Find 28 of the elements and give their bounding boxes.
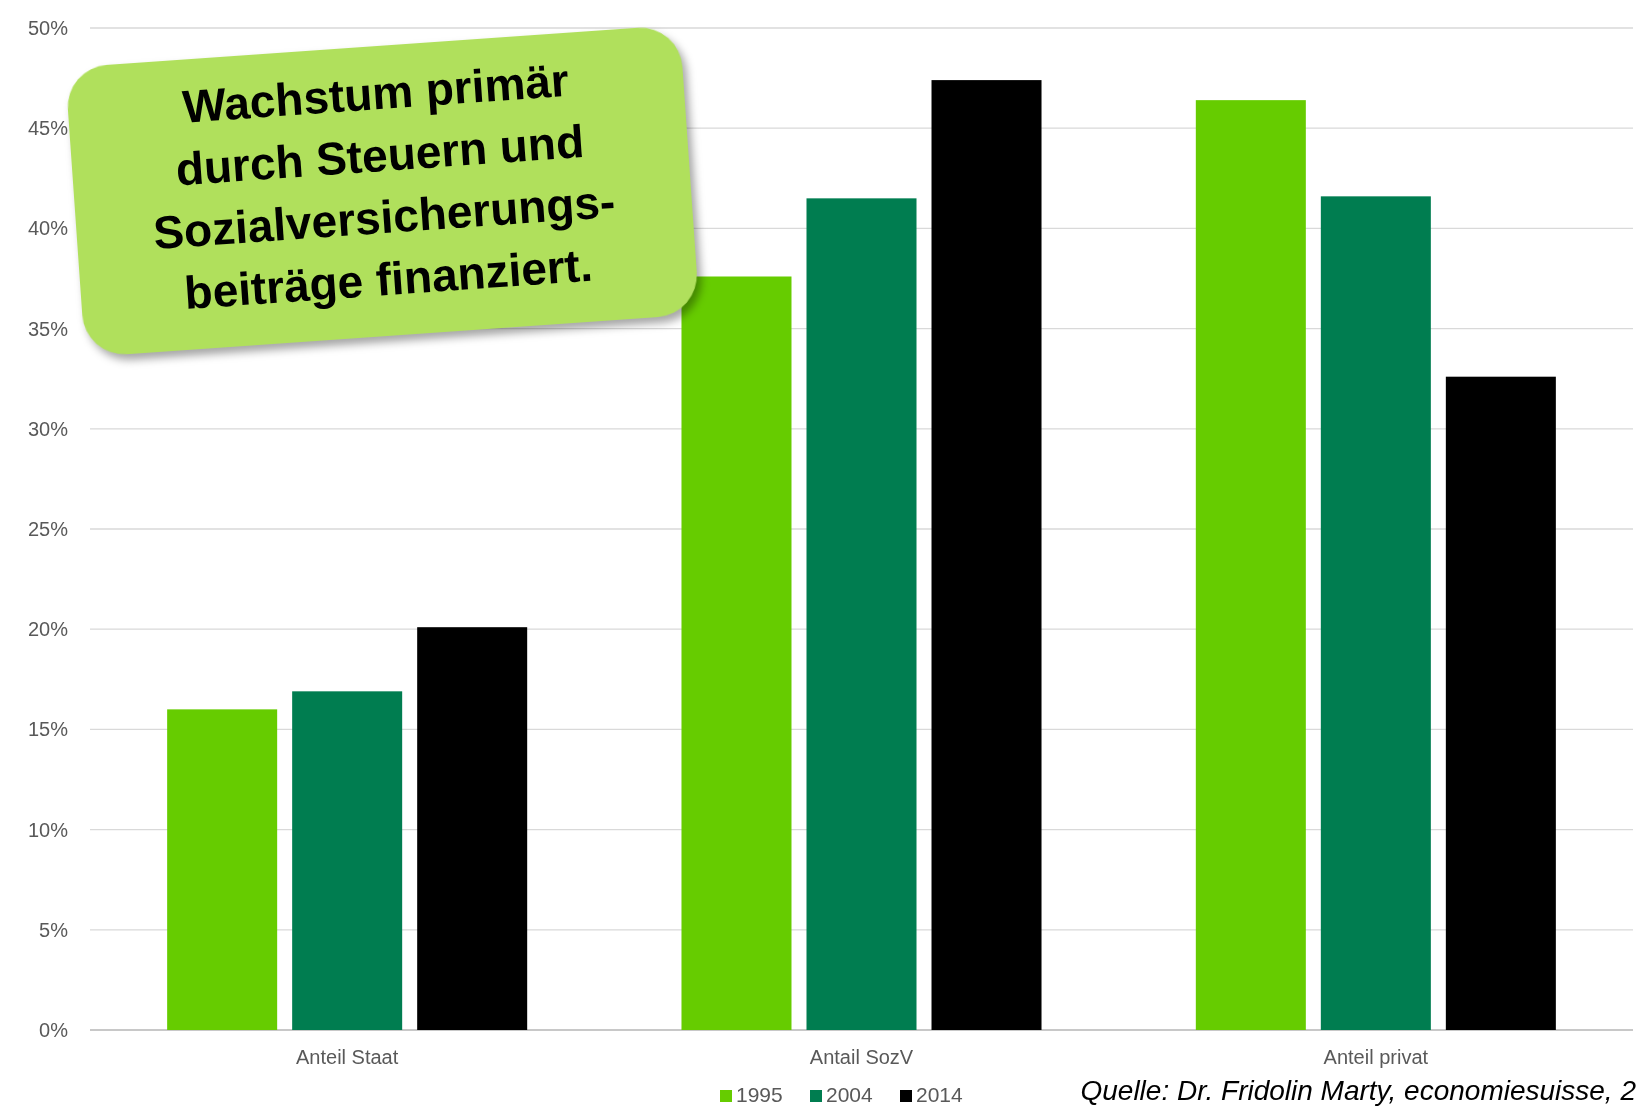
bar [681, 276, 792, 1030]
y-tick-label: 35% [27, 317, 69, 340]
y-tick-label: 5% [39, 918, 69, 941]
y-tick-label: 10% [27, 818, 69, 841]
legend-label: 2014 [916, 1083, 964, 1106]
y-tick-label: 45% [27, 117, 69, 140]
bar [1195, 100, 1306, 1030]
bar [931, 80, 1042, 1030]
bar [167, 709, 278, 1030]
annotation: Wachstum primär durch Steuern und Sozialversicherungs- beiträge finanziert. [151, 53, 617, 320]
bar [1320, 196, 1431, 1030]
bar [292, 691, 403, 1030]
bar [417, 627, 528, 1030]
y-tick-label: 15% [27, 718, 69, 741]
bar [1445, 376, 1556, 1030]
y-tick-label: 0% [39, 1019, 69, 1041]
x-tick-label: Anteil Staat [296, 1046, 399, 1068]
y-tick-label: 30% [27, 417, 69, 440]
y-tick-label: 25% [27, 518, 69, 540]
y-tick-label: 20% [27, 618, 69, 641]
x-tick-label: Anteil privat [1323, 1046, 1429, 1068]
legend-label: 1995 [736, 1083, 783, 1106]
bar [806, 198, 917, 1030]
source-note: Quelle: Dr. Fridolin Marty, economiesuisse, 2 [1080, 1075, 1637, 1106]
y-tick-label: 40% [27, 217, 69, 240]
x-tick-label: Antail SozV [809, 1046, 914, 1068]
y-tick-label: 50% [27, 17, 69, 39]
legend-label: 2004 [826, 1083, 874, 1106]
